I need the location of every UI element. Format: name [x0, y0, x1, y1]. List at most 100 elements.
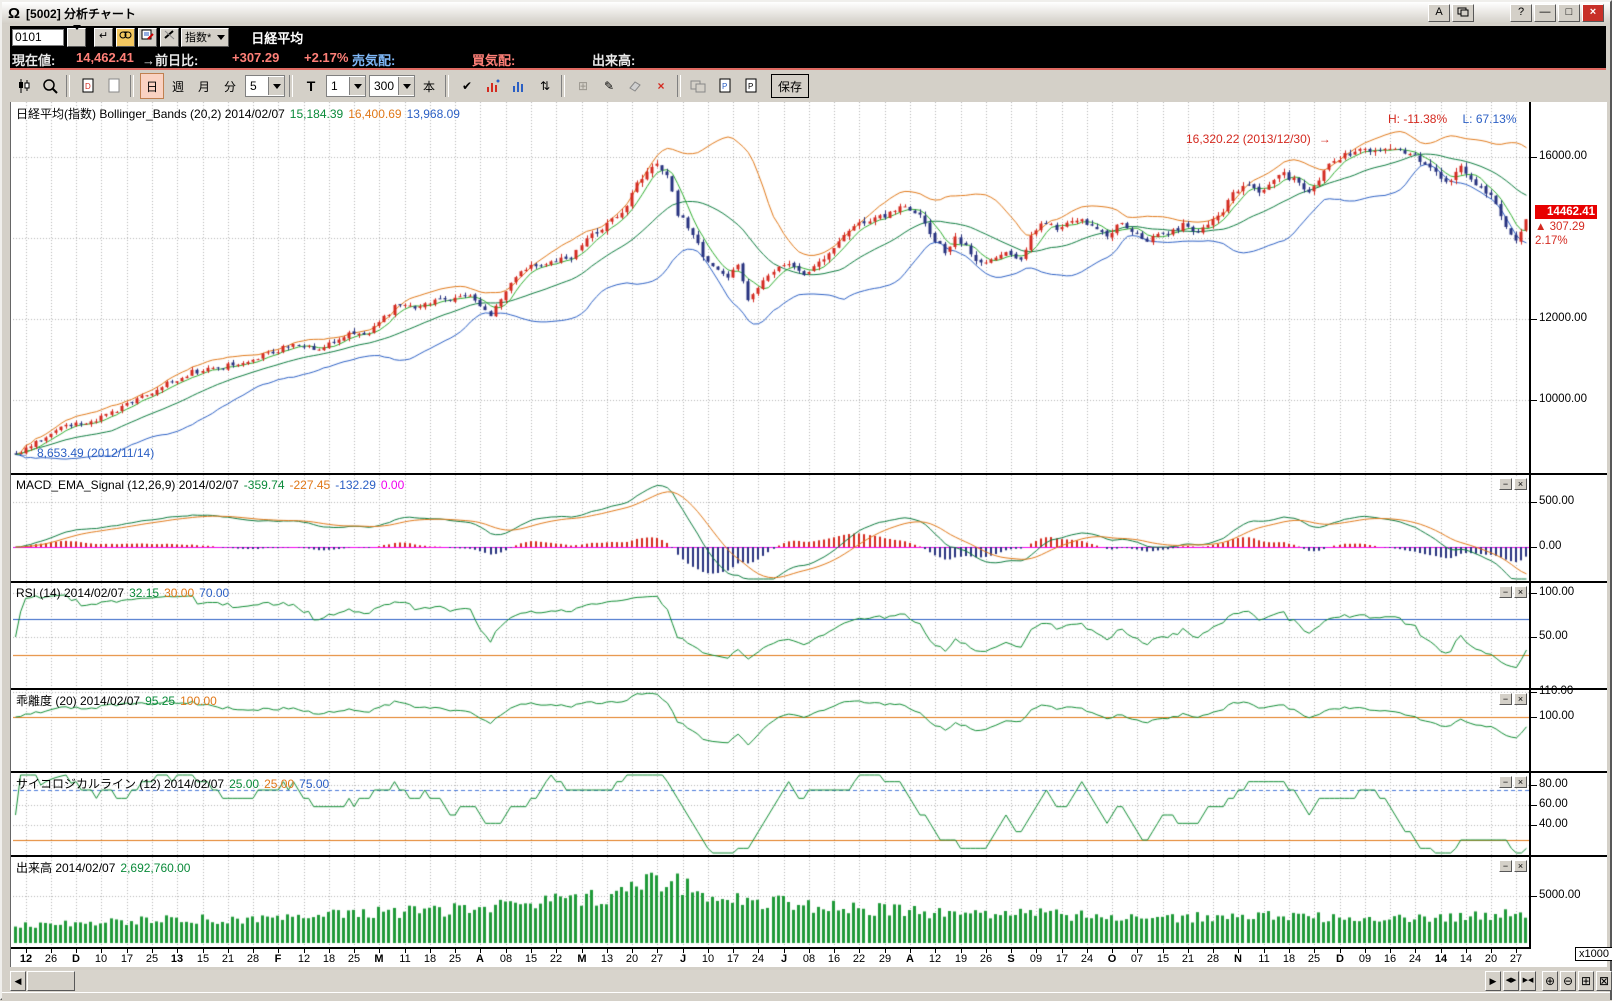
eraser-icon[interactable]	[623, 73, 648, 99]
panel-close-button[interactable]: ×	[1514, 776, 1527, 788]
current-price-box: 14462.41	[1535, 205, 1597, 219]
panel-close-button[interactable]: ×	[1514, 586, 1527, 598]
time-axis-label: S	[1007, 953, 1015, 965]
psy-chart-canvas[interactable]	[13, 773, 1529, 855]
scroll-left-button[interactable]: ◀	[10, 971, 26, 991]
panel-minimize-button[interactable]: −	[1499, 860, 1512, 872]
time-axis-tick	[127, 949, 128, 953]
close-nav-icon[interactable]: ⊠	[1596, 971, 1612, 991]
time-axis-tick	[1491, 949, 1492, 953]
time-axis-label: 11	[399, 953, 411, 965]
text-tool-button[interactable]: T	[299, 73, 323, 99]
panel-separator[interactable]	[11, 473, 1607, 475]
pen-delete-button[interactable]	[160, 27, 179, 47]
panel-separator[interactable]	[11, 688, 1607, 690]
dropdown-arrow-icon[interactable]	[268, 77, 284, 95]
kairi-panel-title: 乖離度 (20) 2014/02/07 95.25 100.00	[16, 694, 217, 708]
rsi-chart-canvas[interactable]	[13, 583, 1529, 688]
draw-pencil-icon[interactable]: ✎	[597, 73, 622, 99]
dropdown-arrow-icon[interactable]	[349, 77, 365, 95]
symbol-code-input[interactable]	[12, 28, 64, 46]
close-button[interactable]: ×	[1582, 4, 1604, 22]
panel-close-button[interactable]: ×	[1514, 478, 1527, 490]
kairi-chart-canvas[interactable]	[13, 690, 1529, 771]
panel-close-button[interactable]: ×	[1514, 693, 1527, 705]
expand-bars-button[interactable]: ◀▶	[1503, 971, 1519, 991]
new-page-icon[interactable]: D	[76, 73, 100, 99]
zoom-in-icon[interactable]: ⊕	[1542, 971, 1558, 991]
time-axis-tick	[708, 949, 709, 953]
scroll-right-button[interactable]: ▶	[1485, 971, 1501, 991]
window-copy-button[interactable]	[1452, 4, 1474, 22]
titlebar[interactable]: Ω [5002] 分析チャート A ? — □ ×	[2, 2, 1610, 24]
time-axis-label: 18	[1282, 953, 1296, 965]
sort-updown-icon[interactable]: ⇅	[533, 73, 558, 99]
delete-drawing-icon[interactable]: ×	[649, 73, 674, 99]
zoom-out-icon[interactable]: ⊖	[1560, 971, 1576, 991]
candlestick-chart-icon[interactable]	[12, 73, 36, 99]
grid-settings-icon[interactable]: ⊞	[571, 73, 596, 99]
time-axis-tick	[152, 949, 153, 953]
from-bar-select[interactable]: 1	[326, 75, 366, 97]
panel-minimize-button[interactable]: −	[1499, 586, 1512, 598]
time-axis-tick	[935, 949, 936, 953]
panel-separator[interactable]	[11, 771, 1607, 773]
axis-label: 5000.00	[1539, 889, 1581, 901]
binoculars-search-button[interactable]	[116, 27, 135, 47]
time-axis-label: 17	[120, 953, 134, 965]
zoom-chart-icon[interactable]	[38, 73, 62, 99]
enter-button[interactable]: ↵	[94, 27, 113, 47]
period-minute-button[interactable]: 分	[218, 73, 242, 99]
time-axis-tick	[1441, 949, 1442, 953]
volume-blue-histogram-icon[interactable]	[507, 73, 532, 99]
macd-chart-canvas[interactable]	[13, 475, 1529, 581]
period-month-button[interactable]: 月	[192, 73, 216, 99]
period-day-button[interactable]: 日	[140, 73, 164, 99]
time-axis-label: 10	[94, 953, 108, 965]
panel-separator[interactable]	[11, 855, 1607, 857]
toolbar-separator	[289, 75, 293, 97]
window-layout-icon[interactable]	[687, 73, 712, 99]
period-week-button[interactable]: 週	[166, 73, 190, 99]
time-axis-tick	[1516, 949, 1517, 953]
price-chart-canvas[interactable]	[13, 102, 1529, 473]
dropdown-arrow-icon[interactable]	[67, 24, 86, 47]
indicator-check-icon[interactable]: ✔	[455, 73, 480, 99]
time-axis-tick	[405, 949, 406, 953]
panel-minimize-button[interactable]: −	[1499, 478, 1512, 490]
axis-label: 110.00	[1539, 685, 1574, 697]
compress-bars-button[interactable]: ▶◀	[1520, 971, 1536, 991]
help-button[interactable]: ?	[1510, 4, 1532, 22]
maximize-button[interactable]: □	[1558, 4, 1580, 22]
time-axis-label: 19	[954, 953, 968, 965]
time-axis-label: 25	[448, 953, 462, 965]
symbol-type-select[interactable]: 指数*	[181, 27, 230, 47]
copy-page-icon[interactable]	[102, 73, 126, 99]
scrollbar-thumb[interactable]	[27, 971, 75, 991]
panel-separator[interactable]	[11, 581, 1607, 583]
memo-edit-button[interactable]	[138, 27, 157, 47]
minute-interval-select[interactable]: 5	[245, 75, 285, 97]
oscillator-red-histogram-icon[interactable]	[481, 73, 506, 99]
minimize-button[interactable]: —	[1534, 4, 1556, 22]
time-axis-label: 29	[878, 953, 892, 965]
toolbar-separator	[66, 75, 70, 97]
dropdown-arrow-icon[interactable]	[398, 77, 415, 95]
time-axis-label: 12	[19, 953, 33, 965]
page-back-icon[interactable]: P	[713, 73, 738, 99]
fit-window-icon[interactable]: ⊞	[1578, 971, 1594, 991]
volume-chart-canvas[interactable]	[13, 857, 1529, 947]
window-bottom-edge	[2, 992, 1610, 1001]
panel-minimize-button[interactable]: −	[1499, 693, 1512, 705]
bar-count-select[interactable]: 300	[369, 75, 416, 97]
save-button[interactable]: 保存	[771, 74, 810, 98]
font-size-button[interactable]: A	[1428, 4, 1450, 22]
time-axis-tick	[1415, 949, 1416, 953]
time-axis-tick	[1036, 949, 1037, 953]
dropdown-arrow-icon	[217, 34, 226, 40]
page-next-icon[interactable]: P	[739, 73, 764, 99]
panel-close-button[interactable]: ×	[1514, 860, 1527, 872]
panel-minimize-button[interactable]: −	[1499, 776, 1512, 788]
time-axis-label: 14	[1459, 953, 1473, 965]
time-axis-tick	[253, 949, 254, 953]
